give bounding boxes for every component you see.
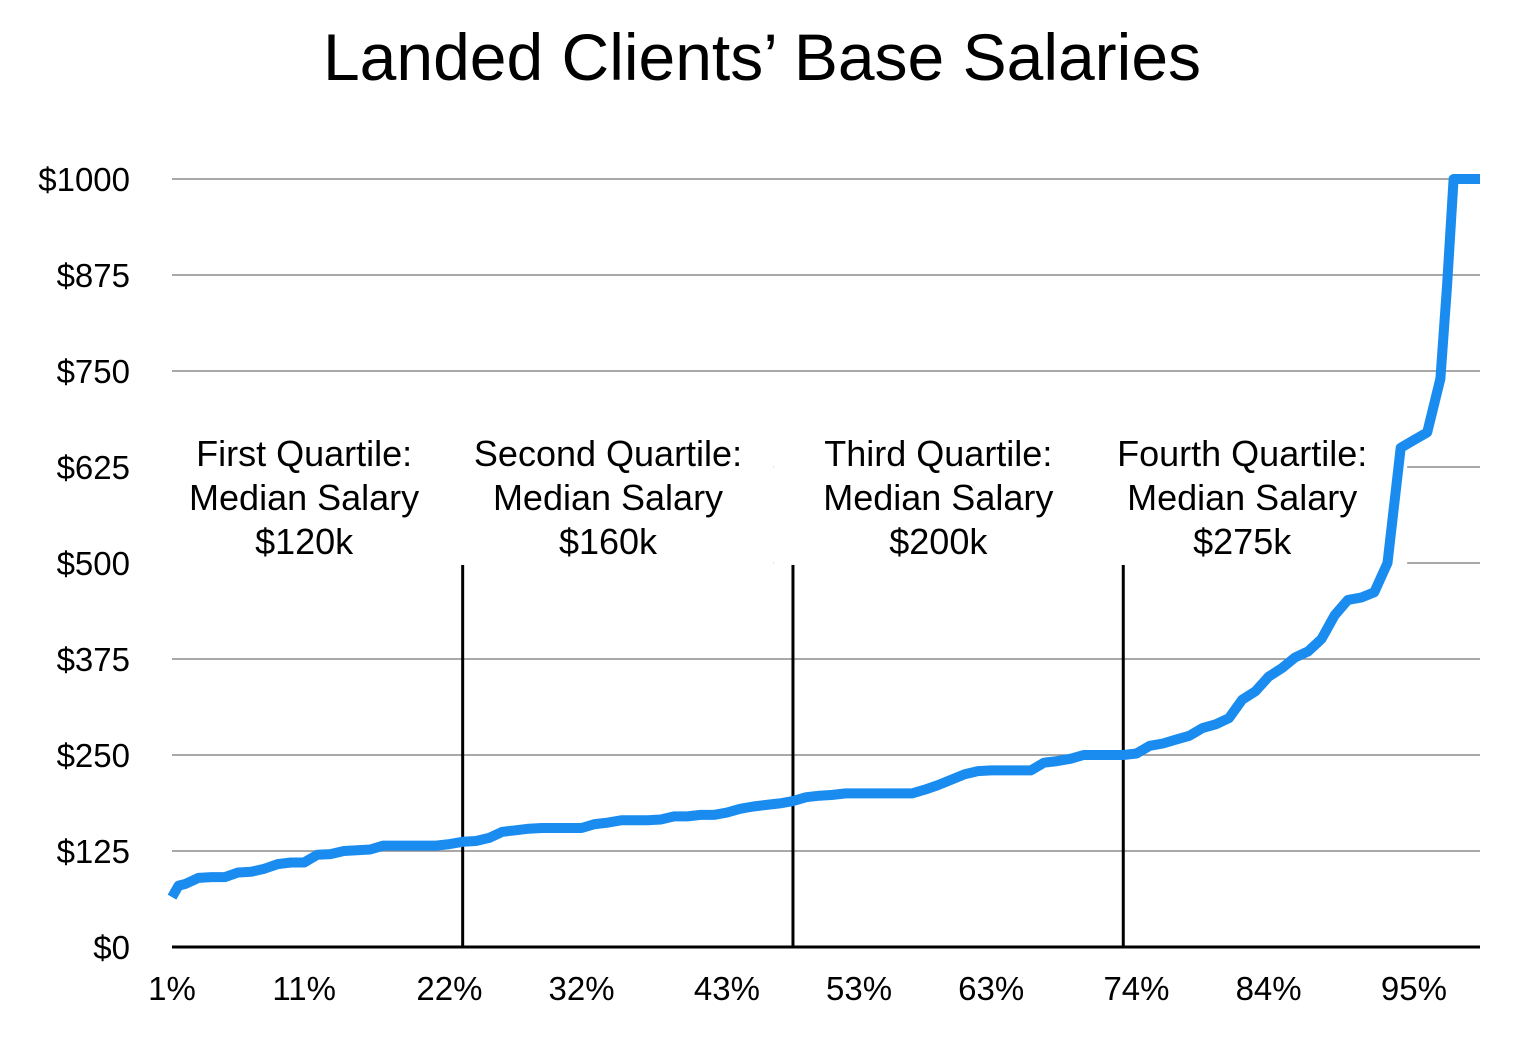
- annotation-background: [773, 425, 1104, 565]
- quartile-annotation-line: $160k: [559, 521, 658, 562]
- quartile-annotations: First Quartile:Median Salary$120kSecond …: [139, 425, 1408, 565]
- annotation-background: [139, 425, 470, 565]
- quartile-annotation-line: $275k: [1193, 521, 1292, 562]
- y-tick-label: $625: [57, 449, 130, 486]
- quartile-annotation-line: Median Salary: [1127, 477, 1357, 518]
- y-axis-ticks: $0 $125 $250 $375 $500 $625 $750 $875 $1000: [38, 161, 130, 966]
- x-tick-label: 22%: [416, 970, 482, 1007]
- y-tick-label: $1000: [38, 161, 130, 198]
- quartile-annotation-line: $200k: [889, 521, 988, 562]
- x-tick-label: 74%: [1103, 970, 1169, 1007]
- x-tick-label: 53%: [826, 970, 892, 1007]
- annotation-background: [1077, 425, 1408, 565]
- y-tick-label: $0: [93, 929, 130, 966]
- y-tick-label: $250: [57, 737, 130, 774]
- x-tick-label: 95%: [1381, 970, 1447, 1007]
- y-tick-label: $875: [57, 257, 130, 294]
- series-layer: [167, 174, 1480, 900]
- quartile-annotation-line: First Quartile:: [196, 433, 412, 474]
- x-tick-label: 32%: [549, 970, 615, 1007]
- x-tick-label: 84%: [1236, 970, 1302, 1007]
- quartile-annotation-line: Median Salary: [493, 477, 723, 518]
- quartile-annotation-line: $120k: [255, 521, 354, 562]
- quartile-annotation-line: Second Quartile:: [474, 433, 742, 474]
- annotation-background: [443, 425, 773, 565]
- y-tick-label: $375: [57, 641, 130, 678]
- quartile-annotation-line: Third Quartile:: [824, 433, 1052, 474]
- chart-title: Landed Clients’ Base Salaries: [322, 20, 1202, 94]
- x-axis-ticks: 1% 11% 22% 32% 43% 53% 63% 74% 84% 95%: [148, 970, 1447, 1007]
- quartile-annotation-line: Median Salary: [189, 477, 419, 518]
- y-tick-label: $500: [57, 545, 130, 582]
- quartile-annotation-line: Fourth Quartile:: [1117, 433, 1367, 474]
- x-tick-label: 63%: [958, 970, 1024, 1007]
- y-tick-label: $125: [57, 833, 130, 870]
- quartile-annotation-line: Median Salary: [823, 477, 1053, 518]
- x-tick-label: 11%: [272, 970, 336, 1007]
- x-tick-label: 1%: [148, 970, 196, 1007]
- x-tick-label: 43%: [694, 970, 760, 1007]
- y-tick-label: $750: [57, 353, 130, 390]
- salary-series-line: [167, 174, 1480, 900]
